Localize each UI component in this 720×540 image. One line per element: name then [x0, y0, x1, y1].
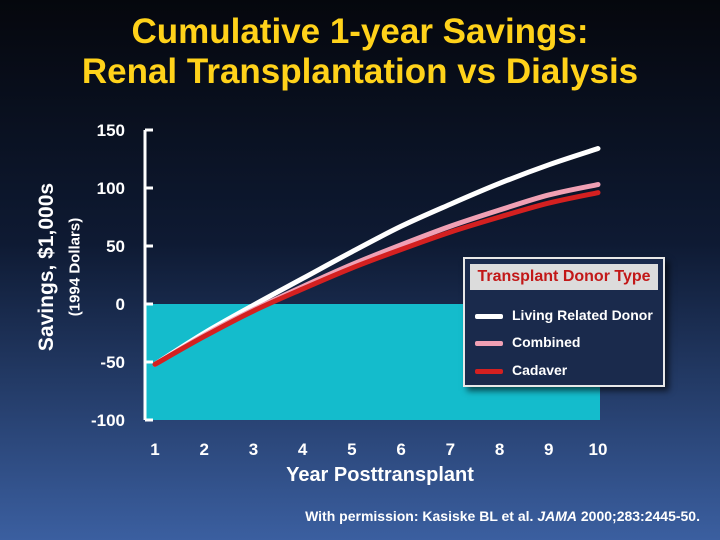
y-tick-label: -50 — [100, 353, 125, 372]
citation-suffix: 2000;283:2445-50. — [580, 508, 700, 524]
legend-swatch-combined — [475, 340, 503, 346]
x-tick-label: 5 — [347, 440, 356, 459]
x-axis-label: Year Posttransplant — [286, 464, 474, 486]
y-axis-sublabel: (1994 Dollars) — [66, 217, 84, 317]
x-tick-label: 3 — [249, 440, 258, 459]
x-tick-label: 6 — [396, 440, 405, 459]
x-tick-label: 8 — [495, 440, 504, 459]
legend-swatch-cadaver — [475, 368, 503, 374]
y-tick-label: 100 — [97, 179, 125, 198]
y-tick-label: 50 — [106, 237, 125, 256]
x-tick-label: 2 — [199, 440, 208, 459]
x-tick-label: 1 — [150, 440, 159, 459]
chart-title: Cumulative 1-year Savings: Renal Transpl… — [0, 12, 720, 92]
legend-item-combined: Combined — [475, 332, 580, 352]
x-tick-label: 7 — [446, 440, 455, 459]
legend-label-living-related-donor: Living Related Donor — [512, 307, 653, 323]
legend: Transplant Donor Type Living Related Don… — [463, 257, 665, 387]
title-line-2: Renal Transplantation vs Dialysis — [81, 52, 639, 91]
legend-item-cadaver: Cadaver — [475, 360, 567, 380]
x-tick-label: 4 — [298, 440, 308, 459]
x-tick-label: 10 — [589, 440, 608, 459]
citation-journal: JAMA — [537, 508, 577, 524]
y-tick-label: -100 — [91, 411, 125, 430]
y-tick-label: 0 — [116, 295, 125, 314]
series-line-cadaver — [152, 190, 601, 367]
series-line-living-related-donor — [152, 146, 601, 367]
citation: With permission: Kasiske BL et al. JAMA … — [305, 508, 700, 524]
legend-item-living-related-donor: Living Related Donor — [475, 305, 653, 325]
legend-label-combined: Combined — [512, 334, 581, 350]
legend-label-cadaver: Cadaver — [512, 362, 568, 378]
title-line-1: Cumulative 1-year Savings: — [131, 12, 589, 51]
y-tick-label: 150 — [97, 121, 125, 140]
citation-prefix: With permission: Kasiske BL et al. — [305, 508, 534, 524]
legend-title: Transplant Donor Type — [470, 264, 658, 290]
x-tick-label: 9 — [544, 440, 553, 459]
legend-swatch-living-related-donor — [475, 313, 503, 319]
y-axis-label: Savings, $1,000s — [35, 182, 58, 352]
